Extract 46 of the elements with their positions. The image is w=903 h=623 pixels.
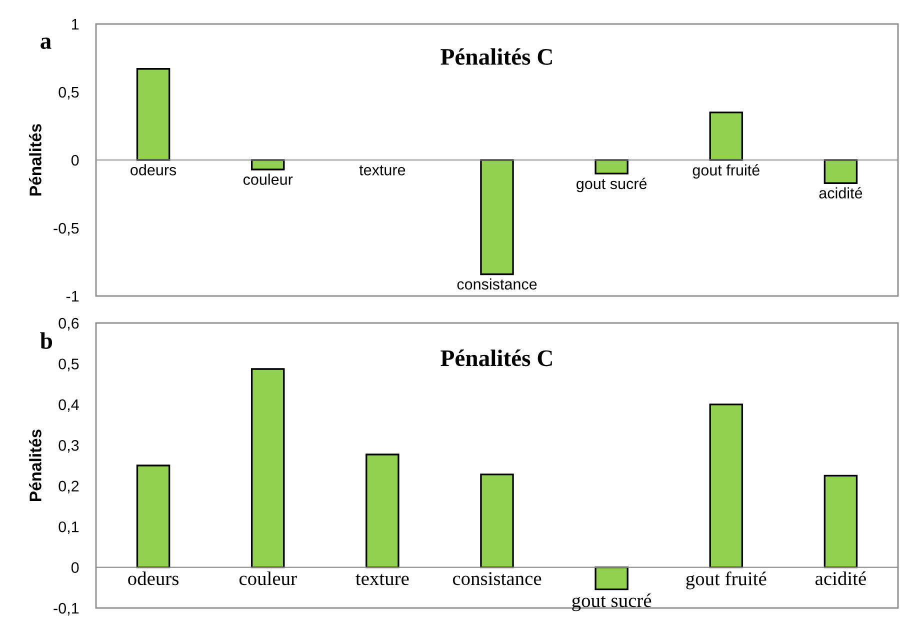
bar [136, 68, 170, 161]
y-tick-label: 0,1 [58, 521, 79, 534]
x-tick-label: texture [359, 165, 406, 176]
text: a [40, 38, 52, 49]
bar [594, 566, 628, 590]
text: Pénalités C [440, 48, 552, 65]
x-tick-label: odeurs [130, 164, 176, 176]
x-tick-label: acidité [819, 187, 862, 199]
y-tick-label: 0 [71, 562, 79, 573]
y-tick-label: -0,5 [54, 222, 79, 236]
x-tick-label: consistance [457, 278, 537, 290]
bar [136, 464, 170, 568]
x-tick-label: gout fruité [692, 164, 760, 179]
y-tick-label: 0,5 [58, 358, 79, 372]
x-tick-label: gout sucré [576, 178, 647, 192]
bar [709, 112, 744, 161]
y-tick-label: 0,6 [58, 318, 79, 330]
bar [709, 404, 744, 568]
y-tick-label: -1 [66, 291, 79, 302]
y-tick-label: 0,2 [58, 480, 79, 494]
x-tick-label: gout sucré [572, 593, 652, 612]
y-tick-label: 0 [71, 154, 79, 166]
x-tick-label: gout fruité [686, 571, 766, 590]
y-axis-title: Pénalités [28, 124, 42, 196]
y-tick-label: 1 [72, 19, 79, 30]
text: b [40, 332, 52, 349]
y-tick-label: 0,5 [58, 86, 79, 100]
bar [824, 474, 858, 568]
x-tick-label: acidité [815, 571, 866, 586]
bar [824, 159, 858, 184]
x-tick-label: odeurs [128, 571, 178, 586]
bar [250, 368, 285, 568]
bar [480, 474, 514, 568]
y-axis-title: Pénalités [28, 430, 42, 501]
x-tick-label: texture [356, 574, 409, 586]
bar [480, 159, 514, 276]
y-tick-label: 0,3 [58, 440, 79, 453]
y-tick-label: -0,1 [54, 602, 79, 616]
x-tick-label: couleur [239, 571, 297, 586]
text: Pénalités C [440, 350, 552, 366]
y-tick-label: 0,4 [58, 399, 79, 412]
bar [250, 159, 285, 170]
bar [594, 159, 628, 174]
x-tick-label: couleur [243, 174, 293, 185]
x-tick-label: consistance [452, 572, 542, 586]
bar [366, 454, 400, 568]
